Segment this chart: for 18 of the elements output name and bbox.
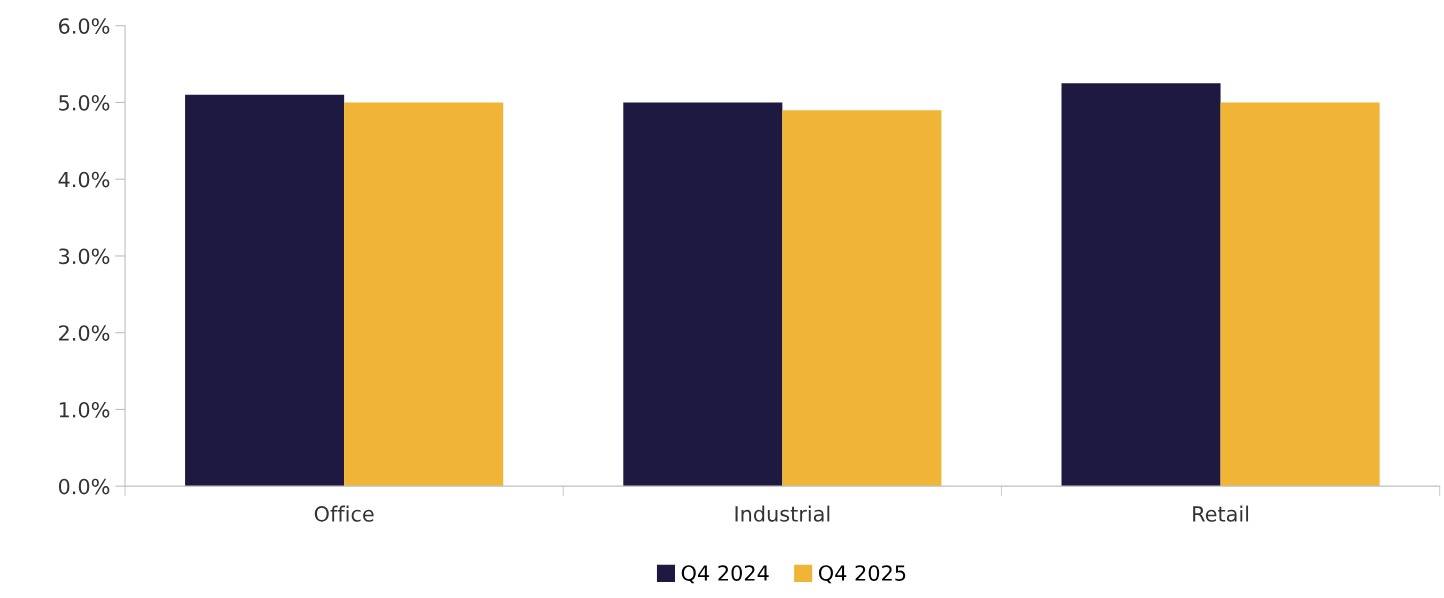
y-tick-label: 5.0%	[59, 94, 110, 111]
y-tick-label: 1.0%	[59, 401, 110, 418]
legend-label: Q4 2024	[681, 565, 769, 584]
bar	[1220, 102, 1380, 487]
x-tick-label: Retail	[1193, 505, 1249, 522]
bar	[185, 94, 345, 487]
bar	[623, 102, 783, 487]
x-tick-label: Office	[314, 505, 374, 522]
y-tick-label: 2.0%	[59, 325, 110, 341]
x-tick-label: Industrial	[735, 505, 830, 522]
bar	[782, 110, 942, 487]
y-tick-label: 3.0%	[59, 248, 110, 265]
bar	[1061, 83, 1221, 487]
y-tick-label: 6.0%	[59, 18, 110, 34]
legend-label: Q4 2025	[818, 565, 906, 584]
y-tick-label: 4.0%	[58, 171, 110, 188]
y-tick-label: 0.0%	[58, 478, 110, 495]
bar	[344, 102, 504, 487]
